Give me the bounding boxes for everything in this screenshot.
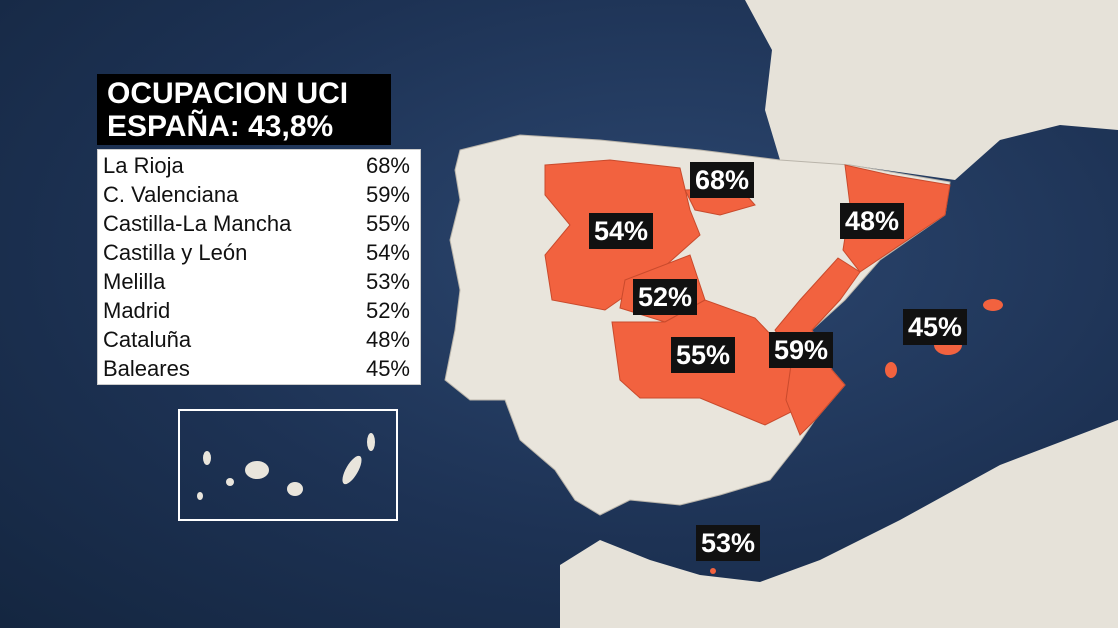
france-land <box>745 0 1118 180</box>
row-value: 53% <box>365 269 410 294</box>
label-castilla-la-mancha: 55% <box>671 337 736 373</box>
table-row: Madrid 52% <box>98 296 420 325</box>
region-baleares-menorca <box>983 299 1003 311</box>
row-value: 52% <box>365 298 410 323</box>
label-cataluna: 48% <box>840 203 905 239</box>
row-region: Cataluña <box>103 327 192 352</box>
table-row: Castilla-La Mancha 55% <box>98 209 420 238</box>
label-melilla: 53% <box>696 525 761 561</box>
row-value: 45% <box>365 356 410 381</box>
row-value: 54% <box>365 240 410 265</box>
row-region: Madrid <box>103 298 171 323</box>
label-castilla-leon: 54% <box>589 213 654 249</box>
row-value: 48% <box>365 327 410 352</box>
row-value: 59% <box>365 182 410 207</box>
table-row: Cataluña 48% <box>98 325 420 354</box>
label-la-rioja: 68% <box>690 162 755 198</box>
row-value: 55% <box>365 211 410 236</box>
title-line2: ESPAÑA: 43,8% <box>107 110 334 143</box>
canary-islands <box>197 433 375 500</box>
row-region: C. Valenciana <box>103 182 239 207</box>
region-baleares-ibiza <box>885 362 897 378</box>
row-region: Castilla y León <box>103 240 248 265</box>
label-baleares: 45% <box>903 309 968 345</box>
table-row: Castilla y León 54% <box>98 238 420 267</box>
table-row: C. Valenciana 59% <box>98 180 420 209</box>
row-region: Castilla-La Mancha <box>103 211 292 236</box>
title-line1: OCUPACION UCI <box>107 77 349 110</box>
row-value: 68% <box>365 153 410 178</box>
row-region: Melilla <box>103 269 166 294</box>
label-valenciana: 59% <box>769 332 834 368</box>
title-box: OCUPACION UCI ESPAÑA: 43,8% <box>97 74 391 145</box>
table-row: Baleares 45% <box>98 354 420 383</box>
table-row: Melilla 53% <box>98 267 420 296</box>
row-region: La Rioja <box>103 153 184 178</box>
row-region: Baleares <box>103 356 190 381</box>
region-melilla <box>710 568 716 574</box>
label-madrid: 52% <box>633 279 698 315</box>
canary-inset-frame <box>178 409 398 521</box>
ranking-table: La Rioja 68% C. Valenciana 59% Castilla-La… <box>97 149 421 385</box>
africa-land <box>560 420 1118 628</box>
table-row: La Rioja 68% <box>98 151 420 180</box>
